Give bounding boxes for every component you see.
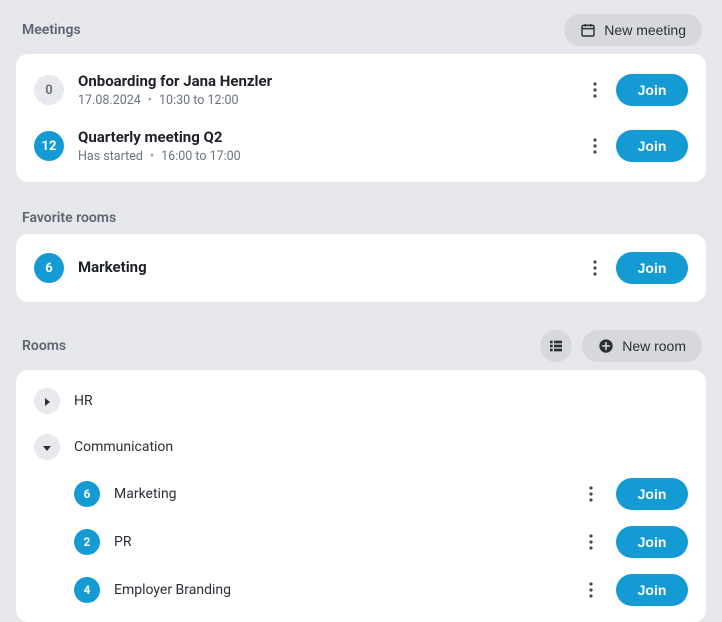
favorite-rooms-title: Favorite rooms xyxy=(22,210,116,226)
join-button[interactable]: Join xyxy=(616,574,688,606)
favorite-rooms-header: Favorite rooms xyxy=(0,196,722,234)
favorite-room-name: Marketing xyxy=(78,258,570,276)
join-button[interactable]: Join xyxy=(616,130,688,162)
meeting-subtitle: 17.08.2024 10:30 to 12:00 xyxy=(78,93,570,108)
list-view-button[interactable] xyxy=(540,330,572,362)
meeting-subtitle: Has started 16:00 to 17:00 xyxy=(78,149,570,164)
calendar-icon xyxy=(580,22,596,38)
meeting-title: Quarterly meeting Q2 xyxy=(78,128,570,146)
meeting-row: 12 Quarterly meeting Q2 Has started 16:0… xyxy=(16,118,706,174)
join-button[interactable]: Join xyxy=(616,526,688,558)
join-button[interactable]: Join xyxy=(616,478,688,510)
more-menu-button[interactable] xyxy=(584,75,606,105)
room-count-badge: 2 xyxy=(74,529,100,555)
plus-circle-icon xyxy=(598,338,614,354)
room-group-row: Communication xyxy=(16,424,706,470)
rooms-card: HR Communication 6 Marketing Join 2 PR J… xyxy=(16,370,706,622)
more-menu-button[interactable] xyxy=(584,253,606,283)
room-child-row: 2 PR Join xyxy=(16,518,706,566)
favorite-room-main: Marketing xyxy=(78,258,570,279)
room-child-label: Employer Branding xyxy=(114,582,566,598)
favorite-rooms-card: 6 Marketing Join xyxy=(16,234,706,302)
new-room-label: New room xyxy=(622,338,686,354)
meetings-title: Meetings xyxy=(22,22,81,38)
room-count-badge: 4 xyxy=(74,577,100,603)
new-meeting-button[interactable]: New meeting xyxy=(564,14,702,46)
chevron-down-icon xyxy=(42,438,52,457)
favorite-room-actions: Join xyxy=(584,252,688,284)
collapse-button[interactable] xyxy=(34,434,60,460)
room-count-badge: 6 xyxy=(34,253,64,283)
room-group-label: HR xyxy=(74,393,93,409)
meeting-actions: Join xyxy=(584,130,688,162)
room-group-row: HR xyxy=(16,378,706,424)
meeting-count-badge: 12 xyxy=(34,131,64,161)
more-menu-button[interactable] xyxy=(584,131,606,161)
meeting-status: Has started xyxy=(78,149,143,164)
room-child-row: 6 Marketing Join xyxy=(16,470,706,518)
room-child-label: PR xyxy=(114,534,566,550)
room-child-row: 4 Employer Branding Join xyxy=(16,566,706,614)
rooms-header: Rooms New room xyxy=(0,316,722,370)
room-count-badge: 6 xyxy=(74,481,100,507)
separator-dot xyxy=(150,149,154,164)
rooms-actions: New room xyxy=(540,330,702,362)
meetings-header: Meetings New meeting xyxy=(0,0,722,54)
meeting-date: 17.08.2024 xyxy=(78,93,141,108)
meeting-count-badge: 0 xyxy=(34,75,64,105)
new-room-button[interactable]: New room xyxy=(582,330,702,362)
meeting-main: Onboarding for Jana Henzler 17.08.2024 1… xyxy=(78,72,570,108)
more-menu-button[interactable] xyxy=(580,479,602,509)
meeting-time: 10:30 to 12:00 xyxy=(159,93,239,108)
favorite-room-row: 6 Marketing Join xyxy=(16,242,706,294)
more-menu-button[interactable] xyxy=(580,575,602,605)
meetings-card: 0 Onboarding for Jana Henzler 17.08.2024… xyxy=(16,54,706,182)
chevron-right-icon xyxy=(42,392,52,411)
separator-dot xyxy=(148,93,152,108)
meetings-actions: New meeting xyxy=(564,14,702,46)
meeting-title: Onboarding for Jana Henzler xyxy=(78,72,570,90)
list-icon xyxy=(548,338,564,354)
join-button[interactable]: Join xyxy=(616,252,688,284)
meeting-actions: Join xyxy=(584,74,688,106)
room-child-label: Marketing xyxy=(114,486,566,502)
room-group-label: Communication xyxy=(74,439,173,455)
meeting-row: 0 Onboarding for Jana Henzler 17.08.2024… xyxy=(16,62,706,118)
new-meeting-label: New meeting xyxy=(604,22,686,38)
more-menu-button[interactable] xyxy=(580,527,602,557)
rooms-title: Rooms xyxy=(22,338,66,354)
join-button[interactable]: Join xyxy=(616,74,688,106)
meeting-main: Quarterly meeting Q2 Has started 16:00 t… xyxy=(78,128,570,164)
meeting-time: 16:00 to 17:00 xyxy=(161,149,241,164)
expand-button[interactable] xyxy=(34,388,60,414)
